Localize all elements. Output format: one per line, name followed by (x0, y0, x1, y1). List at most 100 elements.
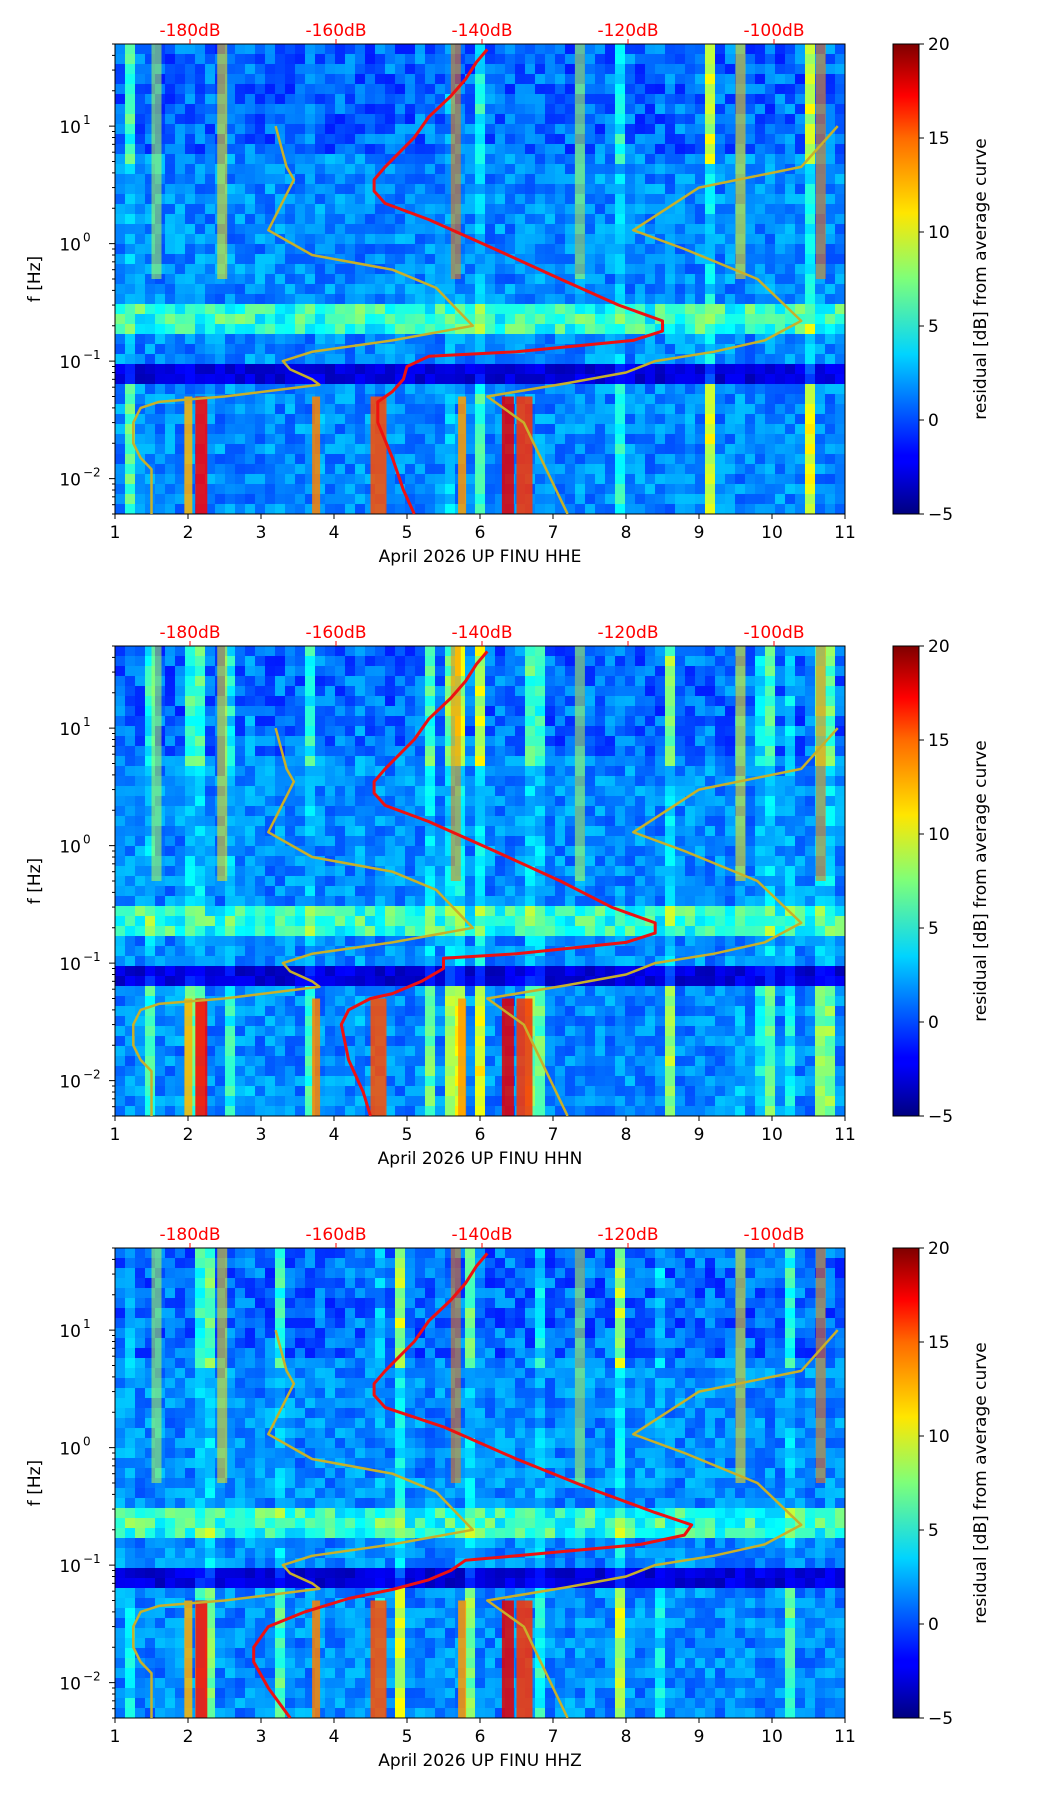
heatmap-cell (535, 464, 546, 475)
heatmap-cell (645, 154, 656, 165)
heatmap-cell (325, 1086, 336, 1097)
heatmap-cell (185, 54, 196, 65)
heatmap-cell (495, 214, 506, 225)
heatmap-cell (255, 706, 266, 717)
heatmap-cell (345, 374, 356, 385)
heatmap-cell (345, 766, 356, 777)
heatmap-cell (115, 906, 126, 917)
heatmap-cell (685, 124, 696, 135)
heatmap-cell (315, 706, 326, 717)
heatmap-cell (165, 716, 176, 727)
heatmap-cell (395, 956, 406, 967)
heatmap-cell (185, 374, 196, 385)
heatmap-cell (175, 104, 186, 115)
heatmap-cell (465, 194, 476, 205)
heatmap-cell (135, 956, 146, 967)
heatmap-cell (165, 134, 176, 145)
heatmap-cell (195, 144, 206, 155)
heatmap-cell (505, 104, 516, 115)
heatmap-cell (235, 234, 246, 245)
heatmap-cell (555, 244, 566, 255)
heatmap-cell (485, 484, 496, 495)
heatmap-cell (755, 324, 766, 335)
heatmap-cell (795, 384, 806, 395)
heatmap-cell (315, 976, 326, 987)
heatmap-cell (535, 84, 546, 95)
heatmap-cell (335, 434, 346, 445)
heatmap-cell (795, 404, 806, 415)
heatmap-cell (345, 936, 356, 947)
heatmap-cell (665, 434, 676, 445)
heatmap-cell (685, 74, 696, 85)
heatmap-cells (115, 646, 845, 1116)
heatmap-cell (725, 304, 736, 315)
heatmap-cell (485, 164, 496, 175)
heatmap-cell (405, 144, 416, 155)
heatmap-cell (275, 856, 286, 867)
heatmap-cell (795, 304, 806, 315)
heatmap-cell (595, 124, 606, 135)
heatmap-cell (545, 444, 556, 455)
heatmap-cell (285, 474, 296, 485)
heatmap-cell (195, 174, 206, 185)
heatmap-cell (495, 354, 506, 365)
heatmap-cell (145, 64, 156, 75)
heatmap-cell (205, 314, 216, 325)
heatmap-cell (575, 304, 586, 315)
heatmap-cell (745, 304, 756, 315)
heatmap-cell (745, 244, 756, 255)
heatmap-cell (115, 424, 126, 435)
heatmap-cell (165, 856, 176, 867)
heatmap-cell (785, 84, 796, 95)
heatmap-cell (705, 104, 716, 115)
heatmap-cell (145, 886, 156, 897)
heatmap-cell (265, 44, 276, 55)
heatmap-cell (405, 1106, 416, 1116)
heatmap-cell (115, 1056, 126, 1067)
heatmap-cell (235, 474, 246, 485)
heatmap-cell (195, 926, 206, 937)
heatmap-cell (515, 214, 526, 225)
heatmap-cell (165, 686, 176, 697)
heatmap-cell (155, 1096, 166, 1107)
heatmap-cell (345, 1016, 356, 1027)
heatmap-cell (365, 986, 376, 997)
x-tick-label: 3 (256, 523, 267, 543)
heatmap-cell (385, 946, 396, 957)
heatmap-cell (515, 314, 526, 325)
heatmap-cell (485, 144, 496, 155)
heatmap-cell (175, 484, 186, 495)
heatmap-cell (355, 64, 366, 75)
heatmap-cell (165, 344, 176, 355)
heatmap-cell (175, 364, 186, 375)
heatmap-cell (295, 44, 306, 55)
heatmap-cell (325, 394, 336, 405)
heatmap-cell (385, 876, 396, 887)
heatmap-cell (555, 434, 566, 445)
heatmap-cell (385, 274, 396, 285)
heatmap-cell (395, 454, 406, 465)
heatmap-cell (195, 816, 206, 827)
heatmap-cell (475, 114, 486, 125)
heatmap-cell (145, 1026, 156, 1037)
heatmap-cell (195, 676, 206, 687)
heatmap-cell (495, 234, 506, 245)
heatmap-cell (785, 354, 796, 365)
heatmap-cell (225, 184, 236, 195)
top-db-label: -120dB (597, 21, 658, 41)
heatmap-cell (395, 966, 406, 977)
heatmap-cell (235, 926, 246, 937)
heatmap-cell (755, 224, 766, 235)
heatmap-cell (135, 264, 146, 275)
heatmap-cell (625, 84, 636, 95)
heatmap-cell (365, 64, 376, 75)
heatmap-cell (745, 254, 756, 265)
heatmap-cell (655, 174, 666, 185)
heatmap-cell (265, 94, 276, 105)
heatmap-cell (365, 746, 376, 757)
heatmap-cell (355, 324, 366, 335)
heatmap-cell (265, 204, 276, 215)
heatmap-cell (635, 314, 646, 325)
heatmap-cell (755, 284, 766, 295)
heatmap-cell (595, 154, 606, 165)
